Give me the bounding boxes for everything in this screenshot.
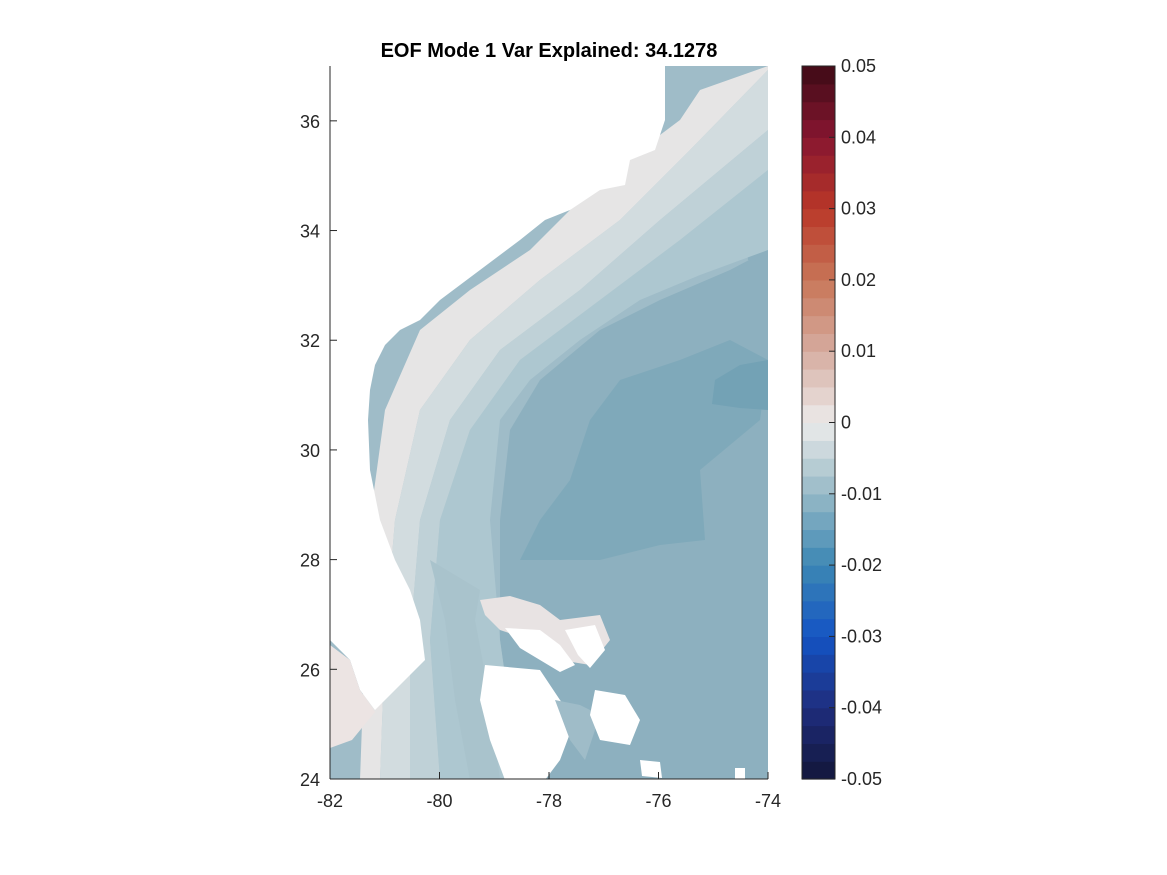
florida-coastal-strip	[330, 645, 375, 748]
land-mainland	[330, 66, 665, 710]
y-tick-label: 24	[300, 770, 320, 790]
bahamas-islet	[640, 760, 662, 778]
colorbar-cell	[802, 440, 835, 459]
colorbar-cells	[802, 66, 835, 780]
y-tick-label: 34	[300, 222, 320, 242]
colorbar-cell	[802, 725, 835, 744]
colorbar-tick-label: 0.05	[841, 56, 876, 76]
y-tick-label: 28	[300, 551, 320, 571]
colorbar-cell	[802, 208, 835, 228]
colorbar-cell	[802, 743, 835, 762]
shelf-band-inner	[380, 70, 768, 779]
x-tick-label: -74	[755, 791, 781, 811]
colorbar-tick-label: 0	[841, 413, 851, 433]
colorbar-cell	[802, 493, 835, 513]
colorbar-cell	[802, 761, 835, 780]
min-anomaly-patch	[520, 340, 768, 560]
colorbar-cell	[802, 707, 835, 727]
y-tick-label: 30	[300, 441, 320, 461]
x-tick-label: -80	[426, 791, 452, 811]
colorbar-cell	[802, 672, 835, 691]
colorbar-cell	[802, 137, 835, 156]
colorbar-tick-label: 0.02	[841, 270, 876, 290]
x-tick-label: -78	[536, 791, 562, 811]
y-tick-label: 36	[300, 112, 320, 132]
min-anomaly-core	[712, 360, 768, 410]
slope-band-mid	[410, 130, 768, 779]
colorbar-cell	[802, 262, 835, 281]
colorbar-tick-label: -0.04	[841, 698, 882, 718]
colorbar-cell	[802, 297, 835, 317]
colorbar-cell	[802, 404, 835, 424]
colorbar-cell	[802, 386, 835, 406]
bahamas-islet-2	[735, 768, 745, 779]
colorbar-cell	[802, 511, 835, 531]
colorbar-cell	[802, 155, 835, 174]
x-axis-ticks: -82 -80 -78 -76 -74	[317, 772, 781, 811]
colorbar-cell	[802, 66, 835, 85]
colorbar-cell	[802, 636, 835, 655]
chart-title: EOF Mode 1 Var Explained: 34.1278	[381, 40, 718, 62]
colorbar-cell	[802, 422, 835, 441]
y-axis-ticks: 24 26 28 30 32 34 36	[300, 112, 337, 790]
colorbar-tick-label: -0.03	[841, 626, 882, 646]
colorbar-cell	[802, 529, 835, 548]
colorbar-tick-label: 0.03	[841, 199, 876, 219]
colorbar-cell	[802, 244, 835, 263]
bahamas-bank-east	[590, 690, 640, 745]
colorbar-cell	[802, 190, 835, 210]
bahamas-island-1	[505, 628, 575, 672]
colorbar-cell	[802, 83, 835, 103]
colorbar-cell	[802, 582, 835, 602]
colorbar-cell	[802, 333, 835, 352]
colorbar-cell	[802, 315, 835, 334]
colorbar-cell	[802, 475, 835, 495]
bahamas-tongue	[555, 700, 600, 760]
colorbar-tick-label: 0.01	[841, 341, 876, 361]
y-tick-label: 26	[300, 660, 320, 680]
map-area	[330, 66, 768, 779]
colorbar-cell	[802, 351, 835, 370]
colorbar-tick-label: -0.05	[841, 769, 882, 789]
colorbar-cell	[802, 226, 835, 245]
colorbar-cell	[802, 458, 835, 477]
colorbar-cell	[802, 565, 835, 584]
colorbar-tick-label: -0.02	[841, 555, 882, 575]
colorbar-cell	[802, 547, 835, 566]
colorbar-cell	[802, 369, 835, 388]
colorbar-ticks: 0.05 0.04 0.03 0.02 0.01 0 -0.01 -0.02 -0.03 -0.0…	[829, 56, 882, 789]
colorbar-cell	[802, 119, 835, 138]
colorbar-cell	[802, 600, 835, 620]
colorbar-cell	[802, 172, 835, 192]
bahamas-island-2	[565, 625, 605, 668]
colorbar-cell	[802, 654, 835, 673]
y-tick-label: 32	[300, 331, 320, 351]
colorbar-cell	[802, 101, 835, 121]
florida-straits-channel	[430, 560, 500, 779]
map-axes: -82 -80 -78 -76 -74 24 26 28 30 32 34 36	[300, 66, 781, 811]
colorbar-cell	[802, 279, 835, 299]
x-tick-label: -82	[317, 791, 343, 811]
colorbar-tick-label: -0.01	[841, 484, 882, 504]
colorbar: 0.05 0.04 0.03 0.02 0.01 0 -0.01 -0.02 -0.03 -0.0…	[801, 56, 882, 789]
colorbar-tick-label: 0.04	[841, 127, 876, 147]
colorbar-cell	[802, 689, 835, 709]
bahamas-bank-south	[480, 665, 575, 779]
colorbar-cell	[802, 618, 835, 637]
x-tick-label: -76	[645, 791, 671, 811]
